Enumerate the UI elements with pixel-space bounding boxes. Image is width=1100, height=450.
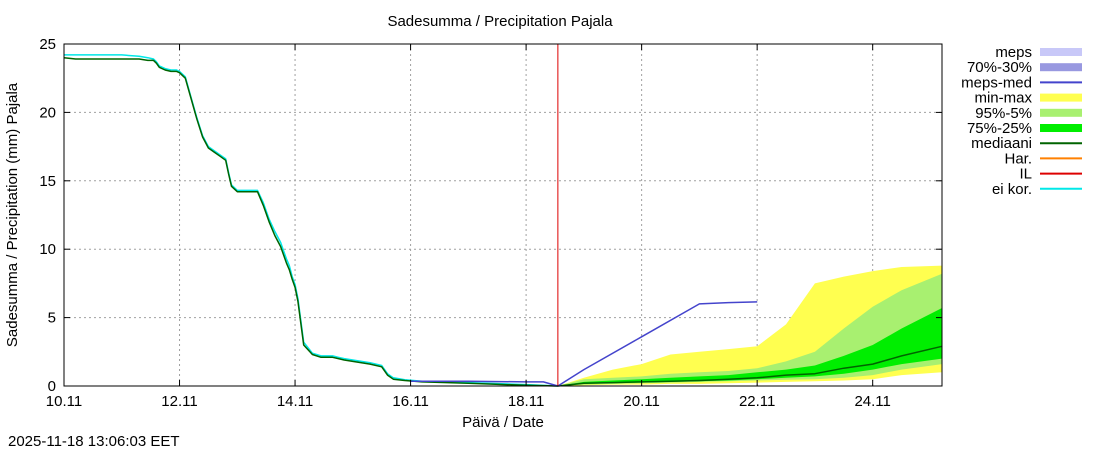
x-tick-label: 12.11 bbox=[161, 393, 197, 410]
series-lines bbox=[63, 44, 943, 387]
x-tick-label: 20.11 bbox=[623, 393, 659, 410]
series-ei-kor bbox=[64, 54, 558, 387]
x-tick-label: 18.11 bbox=[508, 393, 544, 410]
legend-label: 70%-30% bbox=[967, 59, 1032, 76]
x-tick-label: 14.11 bbox=[277, 393, 313, 410]
x-tick-label: 24.11 bbox=[854, 393, 890, 410]
legend-label: ei kor. bbox=[992, 181, 1032, 198]
y-tick-label: 10 bbox=[39, 241, 56, 258]
legend-label: mediaani bbox=[971, 135, 1032, 152]
chart-title: Sadesumma / Precipitation Pajala bbox=[387, 13, 613, 30]
legend-swatch-meps bbox=[1040, 48, 1082, 56]
ensemble-bands bbox=[557, 265, 942, 386]
legend: meps70%-30%meps-medmin-max95%-5%75%-25%m… bbox=[961, 44, 1082, 198]
legend-label: 95%-5% bbox=[975, 105, 1032, 122]
legend-swatch-p75_25 bbox=[1040, 124, 1082, 132]
y-tick-label: 15 bbox=[39, 173, 56, 190]
legend-swatch-min_max bbox=[1040, 93, 1082, 102]
y-tick-label: 20 bbox=[39, 104, 56, 121]
x-tick-label: 22.11 bbox=[739, 393, 775, 410]
y-tick-label: 0 bbox=[48, 378, 56, 395]
y-tick-label: 5 bbox=[48, 310, 56, 327]
series-ensemble-mediaani bbox=[557, 345, 943, 387]
plot-border bbox=[63, 43, 943, 387]
grid bbox=[64, 44, 942, 386]
timestamp: 2025-11-18 13:06:03 EET bbox=[8, 433, 180, 450]
band-75-25 bbox=[557, 308, 942, 386]
axis-ticks: 10.11 12.11 14.11 16.11 18.11 20.11 22.11 24.11… bbox=[39, 36, 942, 410]
legend-label: meps bbox=[995, 44, 1032, 61]
y-axis-title: Sadesumma / Precipitation (mm) Pajala bbox=[4, 82, 21, 347]
x-axis-title: Päivä / Date bbox=[462, 414, 544, 431]
legend-label: meps-med bbox=[961, 74, 1032, 91]
legend-label: IL bbox=[1019, 166, 1032, 183]
legend-label: min-max bbox=[974, 90, 1032, 107]
legend-label: 75%-25% bbox=[967, 120, 1032, 137]
legend-label: Har. bbox=[1004, 150, 1032, 167]
series-meps-med bbox=[410, 301, 758, 387]
x-tick-label: 10.11 bbox=[46, 393, 82, 410]
legend-swatch-meps_70_30 bbox=[1040, 63, 1082, 72]
legend-swatch-p95_5 bbox=[1040, 108, 1082, 117]
x-tick-label: 16.11 bbox=[392, 393, 428, 410]
series-observed-mediaani bbox=[63, 56, 558, 387]
y-tick-label: 25 bbox=[39, 36, 56, 53]
